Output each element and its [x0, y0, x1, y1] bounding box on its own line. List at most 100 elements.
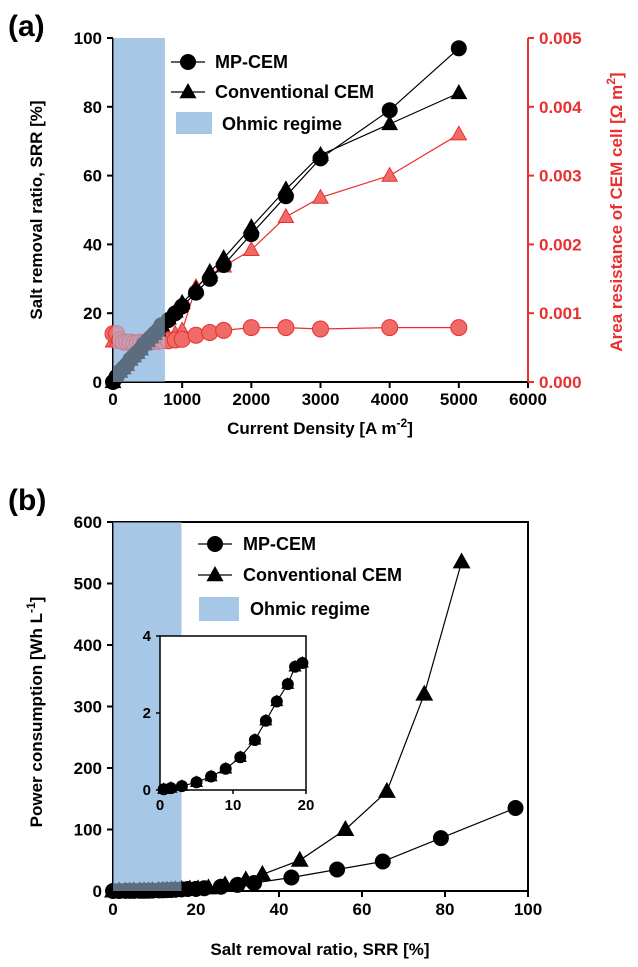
- mp-cem-power-point: [507, 800, 524, 816]
- conventional-power-point: [452, 552, 471, 569]
- legend-label-mp-cem: MP-CEM: [215, 52, 288, 72]
- inset-mp-cem-point: [175, 780, 188, 793]
- inset-mp-cem-point: [219, 762, 232, 775]
- y-tick-label: 80: [83, 98, 102, 117]
- y-tick-label: 400: [74, 636, 102, 655]
- panel-b-legend: MP-CEM Conventional CEM Ohmic regime: [198, 534, 402, 621]
- panel-b-label: (b): [8, 484, 46, 517]
- inset-mp-cem-point: [270, 695, 283, 708]
- inset-mp-cem-point: [205, 770, 218, 783]
- panel-a-y-axis-title: Salt removal ratio, SRR [%]: [27, 100, 46, 319]
- inset-y-tick-label: 2: [143, 705, 151, 722]
- mp-cem-srr-point: [243, 226, 260, 243]
- conventional-srr-point: [381, 114, 399, 131]
- x-tick-label: 80: [436, 900, 455, 919]
- conventional-srr-point: [450, 84, 468, 100]
- mp-cem-power-point: [229, 876, 246, 893]
- inset-frame: [159, 635, 307, 791]
- panel-a-y2-axis-title: Area resistance of CEM cell [Ω m2]: [604, 72, 626, 351]
- mp-cem-srr-point: [312, 150, 329, 167]
- mp-cem-power-point: [283, 869, 300, 886]
- x-tick-label: 0: [108, 900, 117, 919]
- mp-cem-power-point: [329, 861, 346, 878]
- inset-x-tick-label: 20: [298, 797, 315, 814]
- inset-mp-cem-point: [259, 714, 272, 727]
- inset-mp-cem-point: [296, 657, 309, 669]
- inset-mp-cem-point: [164, 782, 177, 795]
- mp-cem-resistance-point: [187, 326, 205, 344]
- legend-marker-mp-cem: [207, 536, 223, 552]
- mp-cem-resistance-point: [450, 319, 468, 337]
- x-tick-label: 3000: [302, 390, 340, 409]
- inset-y-tick-label: 0: [143, 782, 151, 799]
- mp-cem-srr-point: [277, 188, 294, 205]
- panel-a-plot: 0 1000 2000 3000 4000 5000 6000 0 20 40 60 80 100 0.0…: [74, 29, 582, 409]
- legend-swatch-ohmic: [176, 112, 212, 134]
- x-tick-label: 5000: [440, 390, 478, 409]
- inset-mp-cem-point: [234, 751, 247, 764]
- inset-mp-cem-point: [248, 734, 261, 746]
- inset-x-tick-label: 10: [225, 797, 242, 814]
- conventional-resistance-point: [450, 125, 468, 141]
- ohmic-regime-overlay: [113, 38, 165, 382]
- x-tick-label: 20: [187, 900, 206, 919]
- legend-label-mp-cem: MP-CEM: [243, 534, 316, 554]
- mp-cem-srr-point: [450, 40, 467, 57]
- y-tick-label: 300: [74, 698, 102, 717]
- panel-b-x-axis-title: Salt removal ratio, SRR [%]: [210, 940, 429, 959]
- mp-cem-resistance-point: [201, 324, 219, 341]
- mp-cem-resistance-point: [381, 319, 399, 337]
- panel-a-label: (a): [8, 10, 45, 43]
- y-tick-label: 20: [83, 304, 102, 323]
- inset-y-tick-label: 4: [143, 628, 152, 645]
- inset-mp-cem-point: [281, 678, 294, 691]
- legend-label-conventional: Conventional CEM: [243, 565, 402, 585]
- x-tick-label: 60: [353, 900, 372, 919]
- legend-marker-mp-cem: [180, 54, 196, 70]
- mp-cem-srr-point: [174, 298, 191, 315]
- y2-tick-label: 0.003: [539, 167, 582, 186]
- conventional-power-point: [336, 819, 355, 836]
- y2-tick-label: 0.000: [539, 373, 582, 392]
- legend-marker-conventional: [206, 566, 224, 582]
- mp-cem-resistance-point: [312, 320, 329, 338]
- conventional-resistance-point: [312, 188, 329, 204]
- inset-mp-cem-point: [190, 776, 203, 789]
- x-tick-label: 0: [108, 390, 117, 409]
- legend-label-ohmic: Ohmic regime: [250, 599, 370, 619]
- conventional-resistance-point: [242, 240, 260, 257]
- mp-cem-power-point: [212, 878, 229, 895]
- y-tick-label: 600: [74, 513, 102, 532]
- y2-tick-label: 0.005: [539, 29, 582, 48]
- panel-a-legend: MP-CEM Conventional CEM Ohmic regime: [171, 52, 374, 134]
- mp-cem-power-point: [196, 880, 213, 897]
- conventional-power-point: [377, 781, 396, 798]
- y-tick-label: 100: [74, 821, 102, 840]
- inset-x-tick-label: 0: [156, 797, 164, 814]
- x-tick-label: 40: [270, 900, 289, 919]
- y-tick-label: 0: [93, 882, 102, 901]
- y-tick-label: 500: [74, 575, 102, 594]
- y-tick-label: 60: [83, 167, 102, 186]
- mp-cem-power-point: [246, 875, 263, 891]
- y-tick-label: 0: [93, 373, 102, 392]
- x-tick-label: 100: [514, 900, 542, 919]
- y2-tick-label: 0.004: [539, 98, 582, 117]
- y2-tick-label: 0.002: [539, 235, 582, 254]
- panel-b-plot: 0 20 40 60 80 1000100200300400500600MP-CEMCon…: [74, 513, 543, 919]
- mp-cem-resistance-point: [242, 319, 260, 337]
- legend-label-conventional: Conventional CEM: [215, 82, 374, 102]
- panel-a-x-axis-title: Current Density [A m-2]: [227, 416, 413, 438]
- mp-cem-resistance-point: [215, 321, 233, 339]
- mp-cem-srr-point: [381, 102, 398, 119]
- y-tick-label: 100: [74, 29, 102, 48]
- panel-b-y-axis-title: Power consumption [Wh L-1]: [24, 597, 46, 828]
- x-tick-label: 6000: [509, 390, 547, 409]
- legend-label-ohmic: Ohmic regime: [222, 114, 342, 134]
- conventional-resistance-point: [277, 207, 295, 223]
- mp-cem-srr-point: [215, 257, 232, 273]
- y2-tick-label: 0.001: [539, 304, 582, 323]
- mp-cem-srr-point: [201, 270, 218, 287]
- y-tick-label: 40: [83, 235, 102, 254]
